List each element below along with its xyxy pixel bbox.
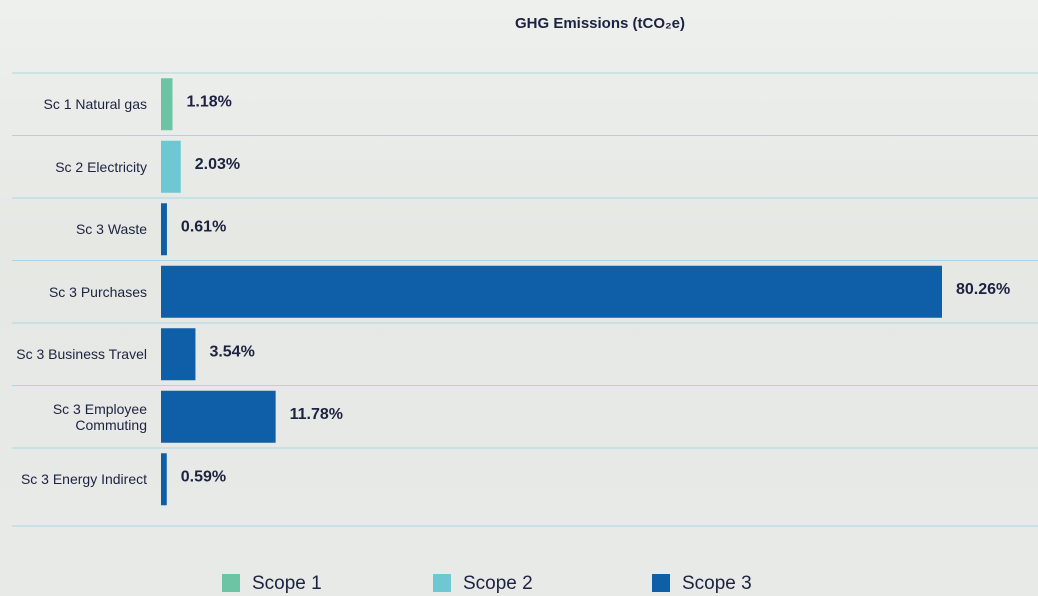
chart: GHG Emissions (tCO₂e) 1.18% 2.03% 0.61% 80.… (0, 0, 1038, 596)
value-label: 2.03% (195, 156, 240, 173)
bar (161, 78, 172, 130)
bar (161, 453, 167, 505)
legend-label: Scope 3 (682, 573, 752, 594)
category-label: Sc 3 Energy Indirect (12, 471, 147, 487)
legend-label: Scope 1 (252, 573, 322, 594)
bar (161, 391, 276, 443)
category-label: Sc 3 Business Travel (12, 346, 147, 362)
bar (161, 328, 195, 380)
value-label: 80.26% (956, 281, 1010, 298)
page: GHG Emissions (tCO₂e) 1.18% 2.03% 0.61% 80.… (0, 0, 1038, 596)
category-label: Sc 3 Waste (12, 221, 147, 237)
category-label: Sc 3 Purchases (12, 284, 147, 300)
value-label: 0.61% (181, 218, 226, 235)
legend-swatch (222, 574, 240, 592)
category-label: Sc 1 Natural gas (12, 96, 147, 112)
legend-swatch (652, 574, 670, 592)
value-label: 1.18% (186, 93, 231, 110)
value-label: 11.78% (290, 406, 343, 423)
bar (161, 141, 181, 193)
bar (161, 266, 942, 318)
category-label: Sc 2 Electricity (12, 159, 147, 175)
value-label: 0.59% (181, 468, 226, 485)
legend-label: Scope 2 (463, 573, 533, 594)
chart-title: GHG Emissions (tCO₂e) (515, 15, 685, 32)
value-label: 3.54% (209, 343, 254, 360)
legend-swatch (433, 574, 451, 592)
bar (161, 203, 167, 255)
category-label: Sc 3 Employee Commuting (12, 401, 147, 433)
